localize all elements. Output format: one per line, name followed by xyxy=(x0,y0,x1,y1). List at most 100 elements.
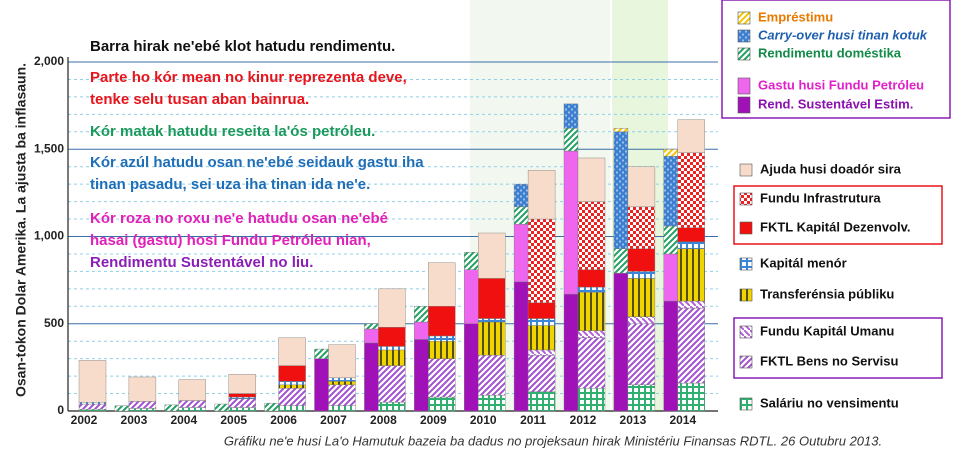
legend-label: Gastu husi Fundu Petróleu xyxy=(758,77,924,92)
bar-segment xyxy=(428,306,456,337)
legend-label: Saláriu no vensimentu xyxy=(760,395,899,410)
bar-segment xyxy=(414,321,429,340)
bar-segment xyxy=(577,330,606,338)
annotation: Kór roza no roxu ne'e hatudu osan ne'ebé xyxy=(90,210,388,227)
bar-segment xyxy=(627,323,656,386)
y-tick-label: 1,500 xyxy=(34,141,64,155)
bar-segment xyxy=(228,393,256,398)
bar-segment xyxy=(627,384,656,412)
annotation: tenke selu tusan aban bainrua. xyxy=(90,91,309,108)
legend-swatch xyxy=(737,96,751,114)
legend-label: FKTL Kapitál Dezenvolv. xyxy=(760,219,911,234)
bar-segment xyxy=(527,318,556,326)
bar-segment xyxy=(328,344,356,379)
legend-swatch xyxy=(739,288,753,302)
x-tick-label: 2013 xyxy=(620,413,647,427)
bar-segment xyxy=(478,395,506,412)
bar-segment xyxy=(627,271,656,279)
bar-segment xyxy=(663,253,678,302)
bar-segment xyxy=(378,365,406,403)
bar-segment xyxy=(627,166,656,208)
bar-segment xyxy=(178,379,207,401)
x-tick-label: 2010 xyxy=(470,413,497,427)
bar-segment xyxy=(378,327,406,347)
bar-segment xyxy=(278,381,306,386)
bar-segment xyxy=(527,169,556,220)
x-tick-label: 2002 xyxy=(71,413,98,427)
x-tick-label: 2011 xyxy=(520,413,546,427)
bar-segment xyxy=(364,323,379,330)
x-tick-label: 2006 xyxy=(270,413,297,427)
legend-swatch xyxy=(739,397,753,411)
y-tick-label: 1,000 xyxy=(34,229,64,243)
bar-segment xyxy=(414,339,429,412)
bar-segment xyxy=(627,206,656,249)
bar-segment xyxy=(378,402,406,412)
bar-segment xyxy=(527,349,556,356)
bar-segment xyxy=(527,325,556,351)
bar-segment xyxy=(663,225,678,255)
bar-segment xyxy=(478,278,506,319)
bar-segment xyxy=(178,407,207,412)
legend-label: Kapitál menór xyxy=(760,255,847,270)
bar-segment xyxy=(577,286,606,293)
bar-segment xyxy=(278,337,306,366)
bar-segment xyxy=(677,248,705,302)
bar-segment xyxy=(328,405,356,412)
bar-segment xyxy=(428,358,456,398)
bar-segment xyxy=(178,400,207,408)
legend-label: Transferénsia públiku xyxy=(760,286,894,301)
bar-segment xyxy=(214,403,229,412)
bar-segment xyxy=(613,128,629,132)
bar-segment xyxy=(278,384,306,389)
bar-segment xyxy=(527,391,556,412)
bar-segment xyxy=(513,281,529,412)
bar-segment xyxy=(228,374,256,394)
x-tick-label: 2003 xyxy=(121,413,148,427)
bar-segment xyxy=(677,382,705,412)
legend-swatch xyxy=(739,221,753,235)
bar-segment xyxy=(613,248,629,274)
bar-segment xyxy=(464,323,479,412)
bar-segment xyxy=(164,404,180,412)
bar-segment xyxy=(328,384,356,406)
bar-segment xyxy=(378,346,406,351)
bar-segment xyxy=(414,306,429,323)
legend-box-hcdf xyxy=(733,317,943,379)
annotation: Parte ho kór mean no kinur reprezenta de… xyxy=(90,69,407,86)
bar-segment xyxy=(364,342,379,412)
bar-segment xyxy=(478,321,506,356)
legend-swatch xyxy=(739,325,753,339)
annotation: tinan pasadu, sei uza iha tinan ida ne'e… xyxy=(90,176,370,193)
bar-segment xyxy=(278,405,306,412)
legend-swatch xyxy=(739,257,753,271)
bar-segment xyxy=(577,388,606,412)
bar-segment xyxy=(577,337,606,389)
bar-segment xyxy=(78,409,107,412)
bar-segment xyxy=(228,407,256,412)
legend-swatch xyxy=(737,11,751,25)
bar-segment xyxy=(627,278,656,317)
bar-segment xyxy=(428,396,456,412)
bar-segment xyxy=(128,376,157,402)
bar-segment xyxy=(577,269,606,288)
legend-label: Rend. Sustentável Estim. xyxy=(758,96,913,111)
bar-segment xyxy=(428,262,456,307)
bar-segment xyxy=(513,224,529,283)
bar-segment xyxy=(663,156,678,227)
bar-segment xyxy=(478,318,506,323)
legend-swatch xyxy=(737,29,751,43)
bar-segment xyxy=(577,157,606,202)
bar-segment xyxy=(627,316,656,324)
bar-segment xyxy=(627,248,656,272)
x-tick-label: 2014 xyxy=(669,413,696,427)
bar-segment xyxy=(228,396,256,399)
bar-segment xyxy=(613,131,629,249)
bar-segment xyxy=(677,152,705,228)
legend-swatch xyxy=(737,77,751,95)
bar-segment xyxy=(677,300,705,309)
bar-segment xyxy=(478,354,506,396)
bar-segment xyxy=(513,183,529,208)
legend-label: Rendimentu doméstika xyxy=(758,45,902,60)
